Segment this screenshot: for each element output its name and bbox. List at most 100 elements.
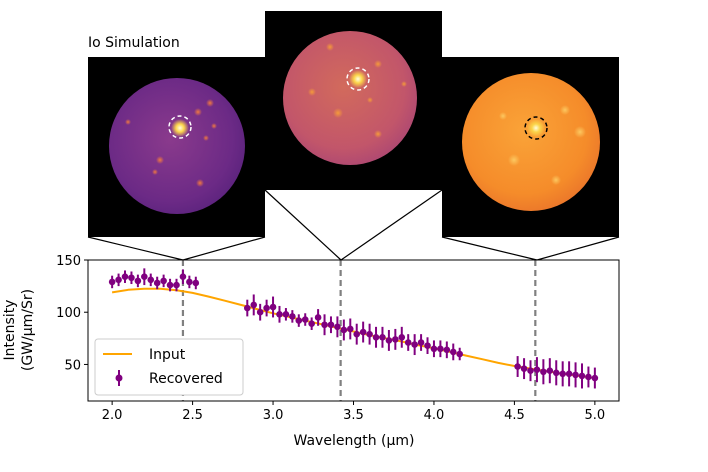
x-tick-label: 3.5 — [343, 408, 364, 423]
connector-2-right — [340, 189, 443, 261]
recovered-point — [244, 299, 251, 317]
recovered-point — [340, 319, 348, 341]
recovered-point — [334, 316, 341, 338]
recovered-marker — [527, 367, 534, 375]
recovered-point — [449, 343, 457, 361]
recovered-marker — [366, 330, 373, 338]
legend-input-label: Input — [149, 347, 186, 363]
recovered-point — [160, 274, 167, 288]
recovered-marker — [540, 368, 547, 376]
recovered-point — [437, 340, 444, 358]
recovered-marker — [437, 345, 444, 353]
recovered-marker — [449, 348, 457, 356]
recovered-point — [392, 328, 399, 350]
recovered-point — [514, 356, 521, 377]
recovered-point — [417, 334, 425, 351]
recovered-point — [141, 268, 148, 286]
recovered-point — [192, 276, 200, 290]
recovered-point — [276, 305, 283, 323]
recovered-point — [314, 309, 322, 326]
recovered-marker — [585, 373, 592, 381]
recovered-point — [301, 313, 309, 326]
io-image-panel-1 — [88, 57, 265, 237]
recovered-marker — [244, 304, 251, 312]
recovered-point — [540, 359, 547, 385]
legend-recovered-marker — [115, 374, 123, 382]
x-tick-label: 2.5 — [182, 408, 203, 423]
recovered-point — [346, 318, 354, 340]
recovered-marker — [379, 333, 386, 341]
recovered-marker — [250, 301, 258, 309]
recovered-marker — [552, 369, 560, 377]
recovered-point — [578, 363, 586, 389]
recovered-marker — [591, 374, 599, 382]
recovered-point — [424, 337, 431, 354]
recovered-point — [533, 357, 541, 383]
y-tick-label: 50 — [64, 358, 81, 373]
y-axis-label-line2: (GW/μm/Sr) — [20, 289, 36, 371]
recovered-marker — [269, 303, 277, 311]
recovered-marker — [372, 333, 380, 341]
recovered-point — [250, 294, 258, 316]
recovered-marker — [520, 365, 528, 372]
y-tick-label: 150 — [56, 254, 81, 269]
recovered-marker — [392, 336, 399, 343]
recovered-point — [520, 358, 528, 380]
x-tick-label: 4.0 — [424, 408, 445, 423]
recovered-marker — [430, 345, 438, 353]
recovered-point — [404, 334, 412, 351]
recovered-point — [385, 329, 393, 351]
recovered-marker — [121, 273, 129, 281]
recovered-marker — [301, 316, 309, 323]
recovered-point — [308, 317, 315, 330]
recovered-point — [372, 326, 380, 348]
recovered-point — [353, 323, 361, 345]
recovered-marker — [353, 330, 361, 338]
connector-3-right — [536, 236, 620, 261]
recovered-marker — [321, 321, 328, 329]
recovered-marker — [192, 279, 200, 287]
connector-lines — [87, 189, 620, 261]
x-tick-label: 4.5 — [504, 408, 525, 423]
recovered-point — [282, 308, 290, 321]
recovered-marker — [179, 273, 187, 281]
recovered-marker — [289, 313, 296, 320]
recovered-point — [263, 299, 270, 317]
legend-recovered-label: Recovered — [149, 371, 223, 387]
highlight-circle-2 — [346, 67, 370, 91]
recovered-marker — [385, 337, 393, 344]
recovered-point — [179, 269, 187, 285]
recovered-marker — [533, 366, 541, 373]
recovered-point — [186, 275, 193, 289]
recovered-marker — [424, 342, 431, 349]
connector-3-left — [441, 236, 538, 261]
recovered-marker — [141, 273, 148, 281]
recovered-marker — [282, 311, 290, 318]
plot-area: 2.0 2.5 3.0 3.5 4.0 4.5 5.0 50 100 150 — [56, 254, 620, 423]
recovered-point — [559, 361, 566, 387]
recovered-marker — [108, 278, 116, 286]
recovered-marker — [153, 279, 161, 287]
recovered-point — [121, 270, 129, 283]
recovered-point — [379, 326, 386, 348]
recovered-marker — [572, 371, 579, 379]
recovered-point — [173, 278, 180, 292]
recovered-point — [115, 273, 122, 287]
recovered-marker — [314, 314, 322, 321]
io-image-panel-2 — [265, 11, 442, 190]
recovered-marker — [173, 281, 180, 289]
recovered-marker — [443, 346, 451, 354]
recovered-point — [166, 278, 174, 292]
recovered-marker — [327, 321, 335, 329]
recovered-marker — [166, 281, 174, 289]
recovered-marker — [276, 311, 283, 318]
figure-title: Io Simulation — [88, 35, 180, 51]
recovered-point — [546, 358, 554, 384]
legend: Input Recovered — [94, 338, 244, 396]
recovered-point — [398, 326, 406, 348]
connector-2-left — [264, 189, 342, 261]
recovered-marker — [514, 363, 521, 370]
recovered-point — [591, 367, 599, 389]
recovered-marker — [256, 308, 264, 316]
